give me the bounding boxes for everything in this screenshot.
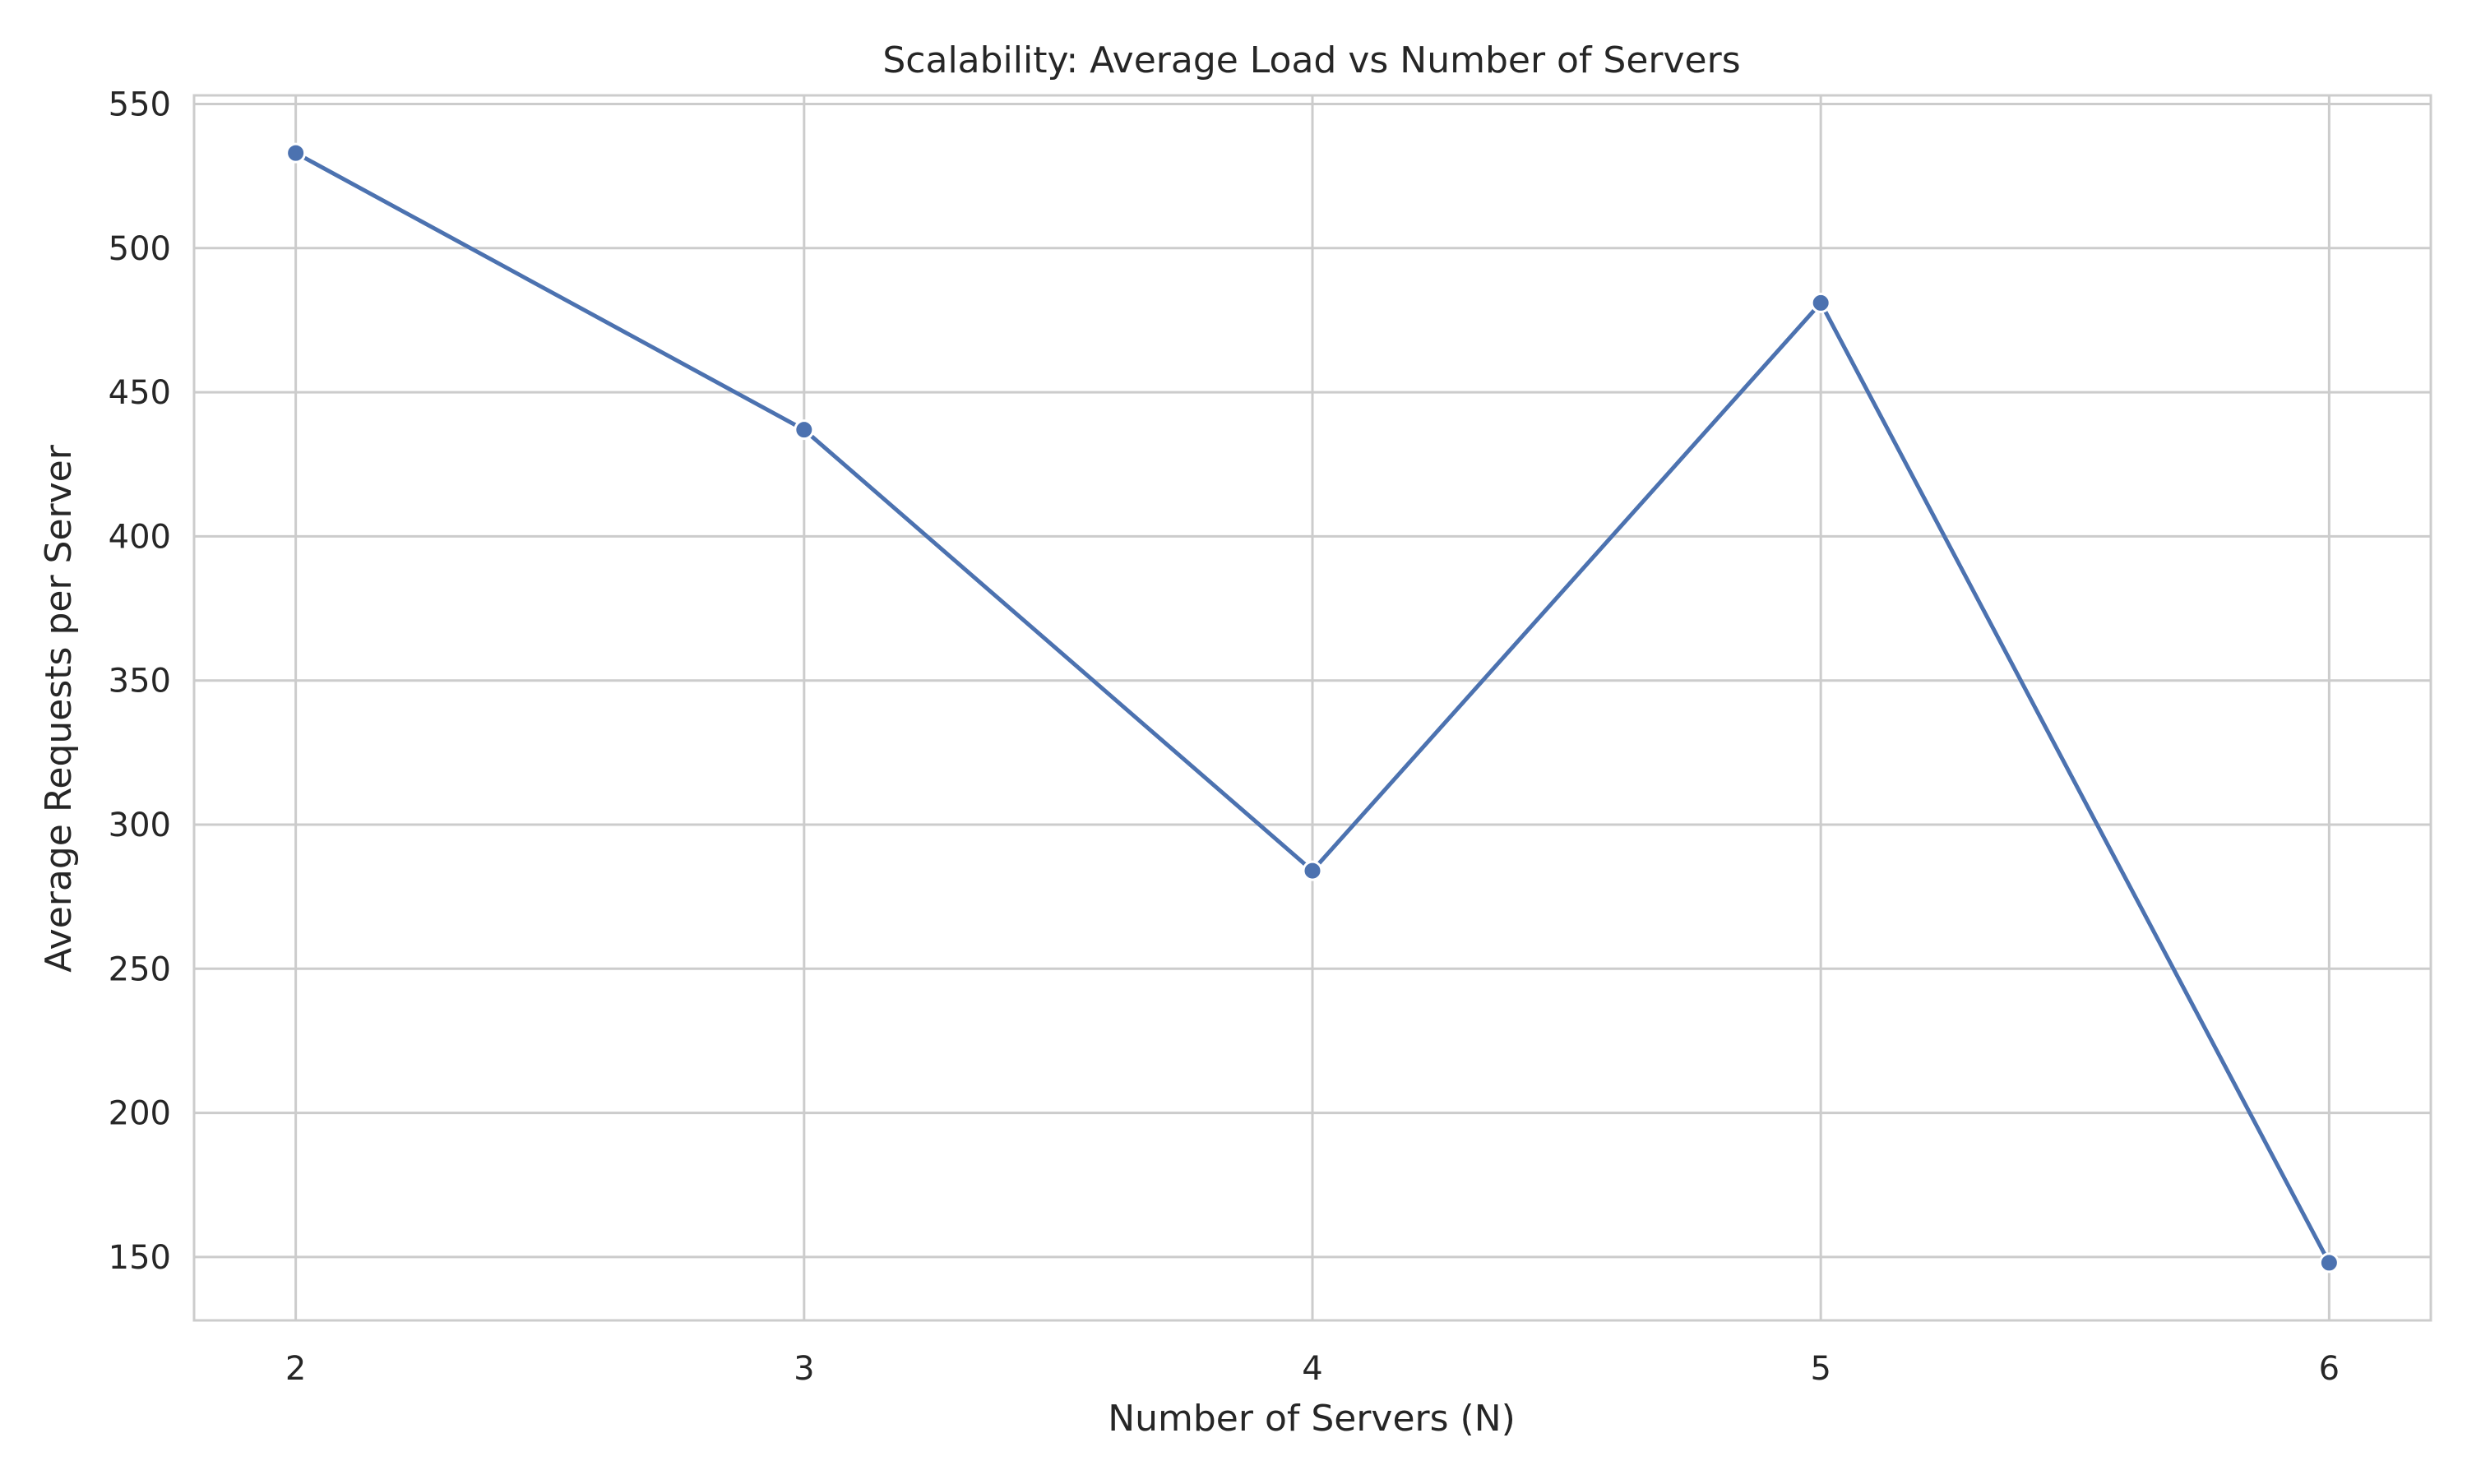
data-point xyxy=(2318,1252,2340,1274)
x-tick-label: 4 xyxy=(1302,1350,1322,1388)
x-axis-label: Number of Servers (N) xyxy=(1108,1398,1516,1440)
x-tick-labels: 2 3 4 5 6 xyxy=(285,1350,2340,1388)
y-tick-label: 550 xyxy=(109,86,171,124)
y-tick-label: 150 xyxy=(109,1239,171,1277)
data-point xyxy=(1302,860,1323,881)
y-tick-label: 450 xyxy=(109,374,171,412)
y-tick-label: 200 xyxy=(109,1095,171,1133)
data-point xyxy=(794,419,815,441)
x-tick-label: 6 xyxy=(2319,1350,2340,1388)
y-tick-label: 300 xyxy=(109,807,171,844)
y-axis-label: Average Requests per Server xyxy=(38,444,80,973)
y-tick-label: 250 xyxy=(109,950,171,988)
data-point xyxy=(285,142,307,164)
x-tick-label: 2 xyxy=(285,1350,306,1388)
y-tick-label: 350 xyxy=(109,663,171,700)
data-point xyxy=(1810,292,1831,313)
plot-frame xyxy=(192,94,2432,1322)
y-tick-labels: 150 200 250 300 350 400 450 500 550 xyxy=(109,86,171,1277)
x-tick-label: 5 xyxy=(1810,1350,1831,1388)
chart-title: Scalability: Average Load vs Number of S… xyxy=(882,39,1740,81)
series-group xyxy=(285,142,2340,1274)
x-tick-label: 3 xyxy=(794,1350,814,1388)
y-tick-label: 500 xyxy=(109,230,171,268)
y-tick-label: 400 xyxy=(109,518,171,556)
grid xyxy=(194,95,2431,1320)
